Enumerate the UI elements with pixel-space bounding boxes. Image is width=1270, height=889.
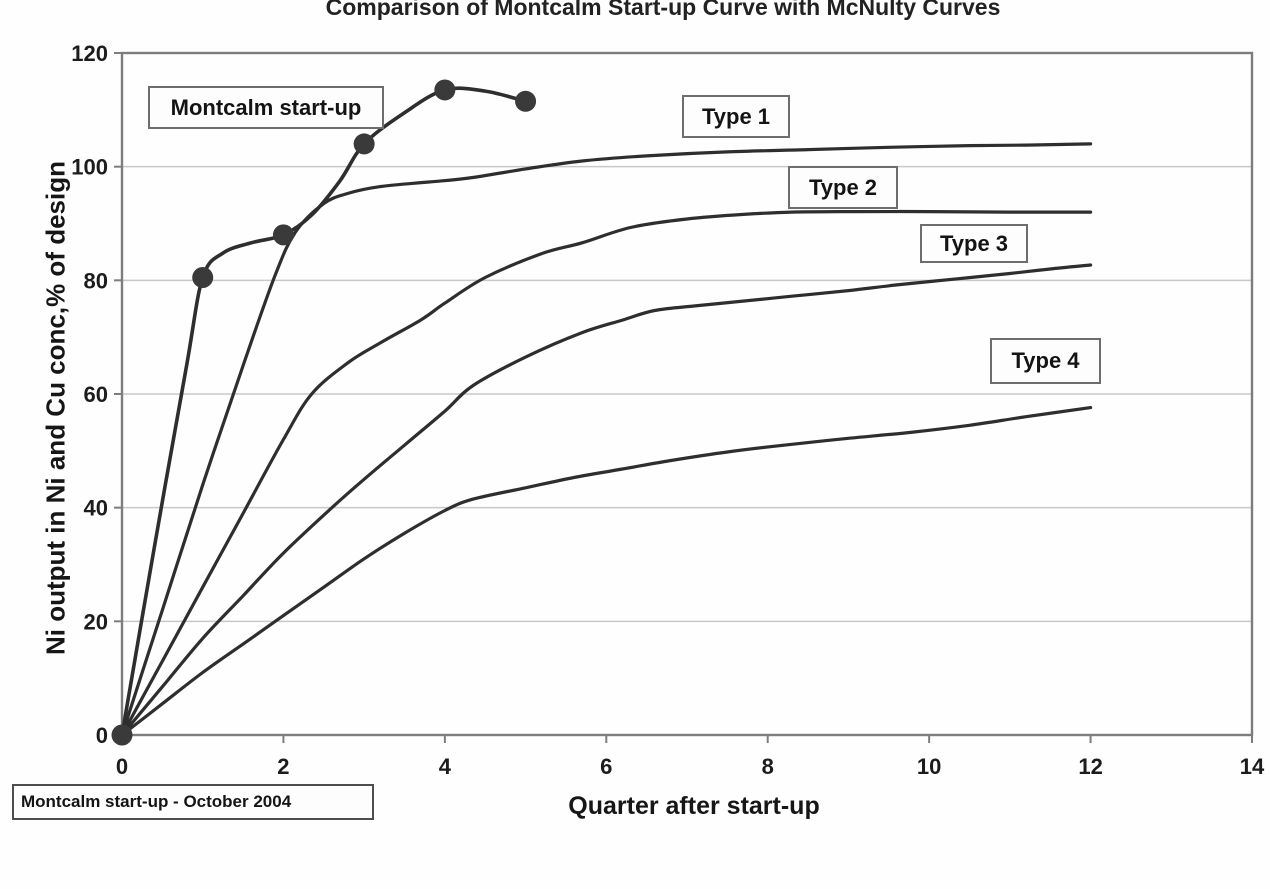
x-tick-label: 10 — [917, 754, 941, 779]
x-axis-title: Quarter after start-up — [568, 792, 820, 820]
series-label-type-2: Type 2 — [788, 166, 898, 209]
series-label-type-3: Type 3 — [920, 224, 1028, 263]
series-label-montcalm-start-up: Montcalm start-up — [148, 86, 384, 129]
y-tick-label: 80 — [84, 268, 108, 293]
montcalm-data-point — [434, 79, 456, 101]
x-tick-label: 2 — [277, 754, 289, 779]
series-label-type-1: Type 1 — [682, 95, 790, 138]
x-tick-label: 8 — [762, 754, 774, 779]
curve-type-4 — [120, 406, 1093, 737]
y-tick-label: 60 — [84, 382, 108, 407]
curve-type-2 — [120, 209, 1093, 737]
y-tick-label: 120 — [71, 41, 108, 66]
x-tick-label: 4 — [439, 754, 452, 779]
y-tick-label: 0 — [96, 723, 108, 748]
source-annotation: Montcalm start-up - October 2004 — [12, 784, 374, 820]
x-tick-label: 14 — [1240, 754, 1265, 779]
y-tick-label: 100 — [71, 155, 108, 180]
montcalm-data-point — [272, 224, 294, 246]
curve-type-3 — [120, 263, 1093, 737]
x-tick-label: 6 — [600, 754, 612, 779]
montcalm-data-point — [111, 724, 133, 746]
y-tick-label: 40 — [84, 496, 108, 521]
curve-type-1 — [120, 142, 1093, 737]
chart-title: Comparison of Montcalm Start-up Curve wi… — [325, 0, 1001, 20]
montcalm-data-point — [353, 133, 375, 155]
montcalm-data-point — [515, 90, 537, 112]
x-tick-label: 0 — [116, 754, 128, 779]
x-tick-label: 12 — [1078, 754, 1102, 779]
y-tick-label: 20 — [84, 609, 108, 634]
curve-montcalm-start-up — [120, 86, 528, 737]
y-axis-title: Ni output in Ni and Cu conc,% of design — [40, 161, 71, 655]
series-label-type-4: Type 4 — [990, 338, 1101, 384]
montcalm-data-point — [192, 266, 214, 288]
